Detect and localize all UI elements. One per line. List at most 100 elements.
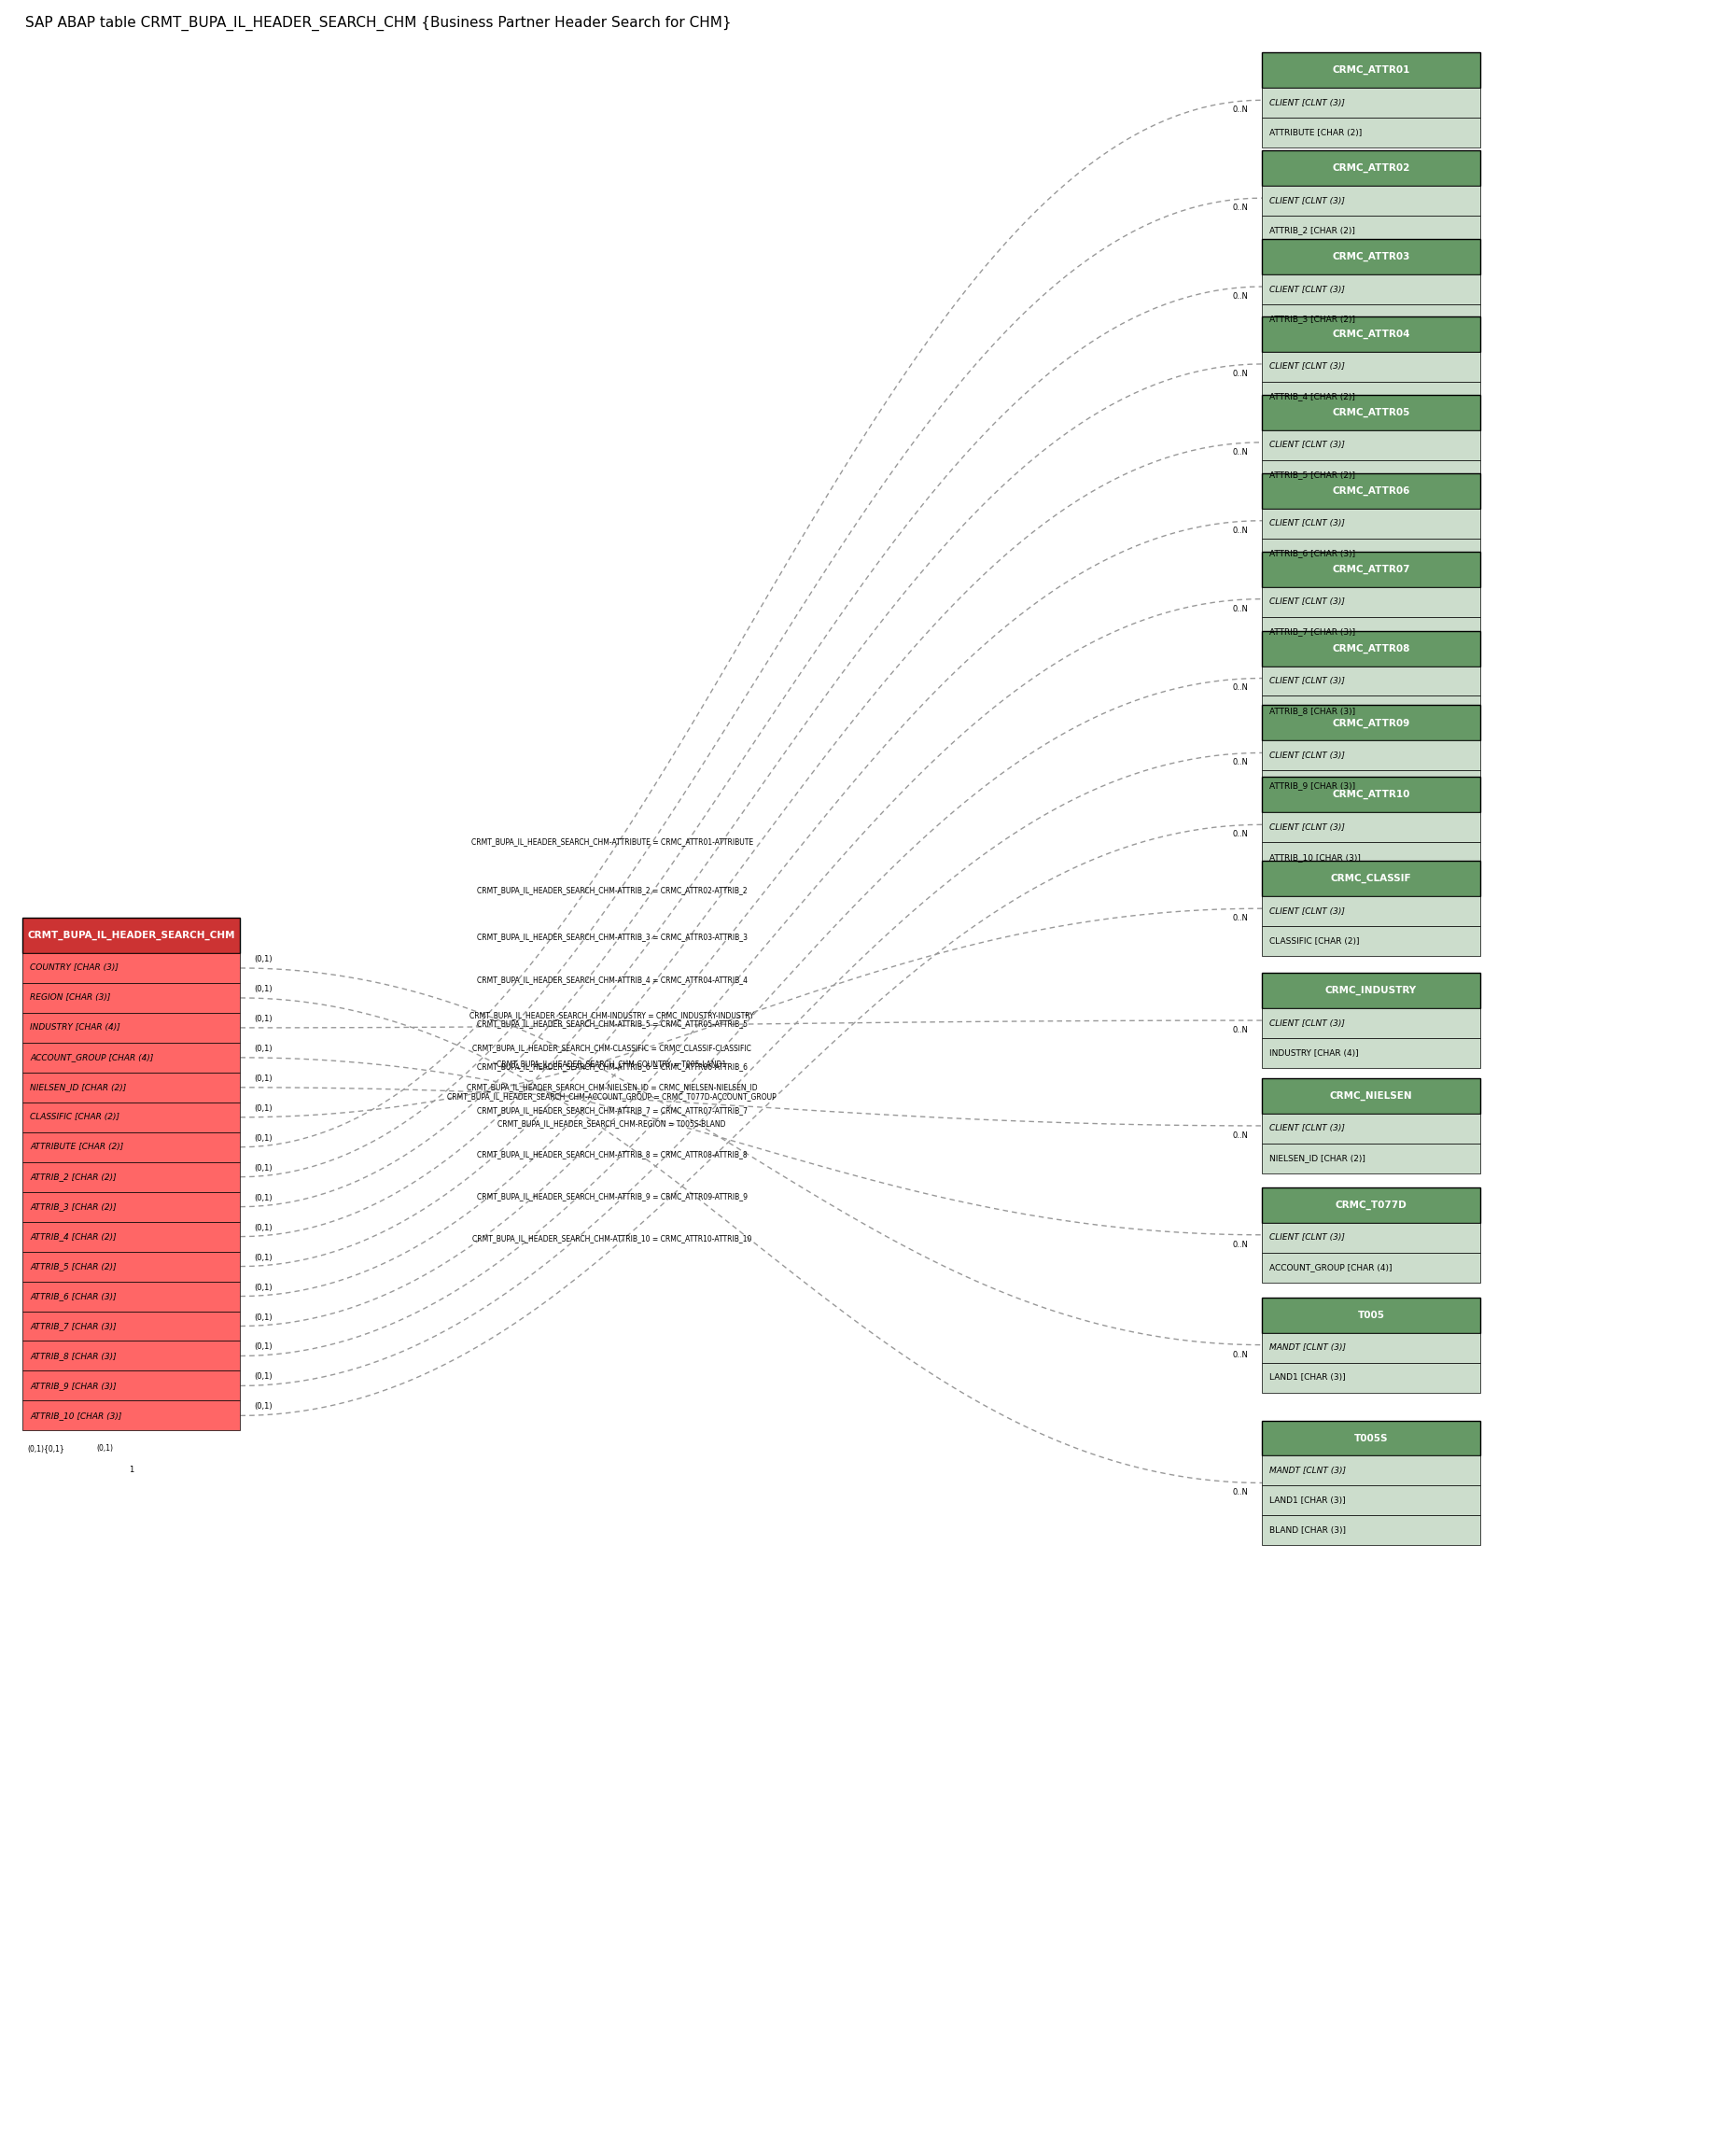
Text: CLIENT [CLNT (3)]: CLIENT [CLNT (3)]	[1269, 519, 1345, 527]
Text: 0..N: 0..N	[1233, 1027, 1248, 1035]
Text: CRMT_BUPA_IL_HEADER_SEARCH_CHM-ATTRIB_4 = CRMC_ATTR04-ATTRIB_4: CRMT_BUPA_IL_HEADER_SEARCH_CHM-ATTRIB_4 …	[477, 976, 746, 984]
Text: CRMC_ATTR01: CRMC_ATTR01	[1332, 66, 1410, 75]
Text: MANDT [CLNT (3)]: MANDT [CLNT (3)]	[1269, 1467, 1345, 1475]
Text: CRMC_ATTR10: CRMC_ATTR10	[1332, 790, 1410, 801]
FancyBboxPatch shape	[23, 1042, 240, 1072]
Text: 0..N: 0..N	[1233, 107, 1248, 113]
Text: (0,1): (0,1)	[253, 1313, 273, 1322]
FancyBboxPatch shape	[1262, 429, 1479, 459]
FancyBboxPatch shape	[1262, 508, 1479, 538]
FancyBboxPatch shape	[1262, 1332, 1479, 1362]
FancyBboxPatch shape	[1262, 1298, 1479, 1332]
FancyBboxPatch shape	[23, 1191, 240, 1221]
FancyBboxPatch shape	[1262, 1362, 1479, 1392]
Text: ATTRIB_5 [CHAR (2)]: ATTRIB_5 [CHAR (2)]	[1269, 470, 1356, 478]
FancyBboxPatch shape	[23, 1371, 240, 1401]
Text: CLIENT [CLNT (3)]: CLIENT [CLNT (3)]	[1269, 907, 1345, 916]
Text: CRMC_ATTR03: CRMC_ATTR03	[1332, 252, 1410, 263]
FancyBboxPatch shape	[1262, 1253, 1479, 1283]
FancyBboxPatch shape	[23, 952, 240, 982]
Text: (0,1){0,1}: (0,1){0,1}	[28, 1445, 64, 1454]
Text: ATTRIB_4 [CHAR (2)]: ATTRIB_4 [CHAR (2)]	[30, 1232, 116, 1240]
FancyBboxPatch shape	[23, 1341, 240, 1371]
Text: ATTRIB_5 [CHAR (2)]: ATTRIB_5 [CHAR (2)]	[30, 1262, 116, 1270]
Text: ATTRIB_8 [CHAR (3)]: ATTRIB_8 [CHAR (3)]	[1269, 707, 1356, 715]
Text: 1: 1	[128, 1467, 134, 1475]
Text: COUNTRY [CHAR (3)]: COUNTRY [CHAR (3)]	[30, 963, 118, 971]
Text: NIELSEN_ID [CHAR (2)]: NIELSEN_ID [CHAR (2)]	[30, 1082, 127, 1091]
FancyBboxPatch shape	[1262, 382, 1479, 412]
Text: LAND1 [CHAR (3)]: LAND1 [CHAR (3)]	[1269, 1373, 1345, 1381]
Text: (0,1): (0,1)	[253, 954, 273, 963]
FancyBboxPatch shape	[1262, 149, 1479, 186]
Text: T005: T005	[1358, 1311, 1385, 1319]
FancyBboxPatch shape	[23, 918, 240, 952]
FancyBboxPatch shape	[23, 1221, 240, 1251]
FancyBboxPatch shape	[23, 1311, 240, 1341]
Text: ATTRIB_2 [CHAR (2)]: ATTRIB_2 [CHAR (2)]	[30, 1172, 116, 1181]
Text: CRMT_BUPA_IL_HEADER_SEARCH_CHM: CRMT_BUPA_IL_HEADER_SEARCH_CHM	[28, 931, 236, 939]
FancyBboxPatch shape	[1262, 897, 1479, 927]
Text: (0,1): (0,1)	[253, 1343, 273, 1351]
Text: CRMT_BUPA_IL_HEADER_SEARCH_CHM-NIELSEN_ID = CRMC_NIELSEN-NIELSEN_ID: CRMT_BUPA_IL_HEADER_SEARCH_CHM-NIELSEN_I…	[467, 1082, 757, 1091]
Text: ATTRIB_9 [CHAR (3)]: ATTRIB_9 [CHAR (3)]	[30, 1381, 116, 1390]
Text: 0..N: 0..N	[1233, 203, 1248, 211]
FancyBboxPatch shape	[23, 1072, 240, 1102]
Text: CRMC_T077D: CRMC_T077D	[1335, 1200, 1406, 1211]
FancyBboxPatch shape	[1262, 538, 1479, 568]
Text: CRMT_BUPA_IL_HEADER_SEARCH_CHM-ATTRIB_10 = CRMC_ATTR10-ATTRIB_10: CRMT_BUPA_IL_HEADER_SEARCH_CHM-ATTRIB_10…	[472, 1234, 752, 1243]
Text: ATTRIB_7 [CHAR (3)]: ATTRIB_7 [CHAR (3)]	[1269, 628, 1356, 636]
FancyBboxPatch shape	[1262, 696, 1479, 726]
Text: REGION [CHAR (3)]: REGION [CHAR (3)]	[30, 993, 111, 1001]
Text: (0,1): (0,1)	[97, 1445, 113, 1454]
Text: CLIENT [CLNT (3)]: CLIENT [CLNT (3)]	[1269, 1125, 1345, 1134]
Text: T005S: T005S	[1354, 1433, 1389, 1443]
Text: ATTRIB_4 [CHAR (2)]: ATTRIB_4 [CHAR (2)]	[1269, 393, 1356, 401]
Text: MANDT [CLNT (3)]: MANDT [CLNT (3)]	[1269, 1343, 1345, 1351]
Text: (0,1): (0,1)	[253, 1014, 273, 1023]
Text: 0..N: 0..N	[1233, 914, 1248, 922]
Text: (0,1): (0,1)	[253, 1403, 273, 1411]
FancyBboxPatch shape	[1262, 630, 1479, 666]
FancyBboxPatch shape	[1262, 395, 1479, 429]
Text: CRMT_BUPA_IL_HEADER_SEARCH_CHM-ATTRIB_6 = CRMC_ATTR06-ATTRIB_6: CRMT_BUPA_IL_HEADER_SEARCH_CHM-ATTRIB_6 …	[477, 1063, 746, 1072]
Text: ATTRIB_10 [CHAR (3)]: ATTRIB_10 [CHAR (3)]	[1269, 854, 1361, 860]
FancyBboxPatch shape	[1262, 1486, 1479, 1516]
Text: CRMC_ATTR08: CRMC_ATTR08	[1332, 643, 1410, 653]
Text: 0..N: 0..N	[1233, 604, 1248, 613]
Text: ATTRIB_6 [CHAR (3)]: ATTRIB_6 [CHAR (3)]	[1269, 549, 1356, 557]
Text: ATTRIB_9 [CHAR (3)]: ATTRIB_9 [CHAR (3)]	[1269, 781, 1356, 790]
Text: 0..N: 0..N	[1233, 369, 1248, 378]
FancyBboxPatch shape	[1262, 1420, 1479, 1456]
FancyBboxPatch shape	[23, 1132, 240, 1161]
Text: CRMT_BUPA_IL_HEADER_SEARCH_CHM-COUNTRY = T005-LAND1: CRMT_BUPA_IL_HEADER_SEARCH_CHM-COUNTRY =…	[496, 1059, 727, 1068]
Text: ACCOUNT_GROUP [CHAR (4)]: ACCOUNT_GROUP [CHAR (4)]	[1269, 1264, 1392, 1272]
Text: CRMT_BUPA_IL_HEADER_SEARCH_CHM-ATTRIBUTE = CRMC_ATTR01-ATTRIBUTE: CRMT_BUPA_IL_HEADER_SEARCH_CHM-ATTRIBUTE…	[470, 837, 753, 845]
FancyBboxPatch shape	[1262, 617, 1479, 647]
Text: CLIENT [CLNT (3)]: CLIENT [CLNT (3)]	[1269, 1018, 1345, 1027]
Text: (0,1): (0,1)	[253, 984, 273, 993]
FancyBboxPatch shape	[1262, 474, 1479, 508]
Text: ATTRIB_3 [CHAR (2)]: ATTRIB_3 [CHAR (2)]	[1269, 316, 1356, 322]
FancyBboxPatch shape	[23, 1281, 240, 1311]
FancyBboxPatch shape	[1262, 1144, 1479, 1174]
Text: CRMC_ATTR05: CRMC_ATTR05	[1332, 408, 1410, 416]
FancyBboxPatch shape	[23, 1401, 240, 1430]
Text: CRMC_INDUSTRY: CRMC_INDUSTRY	[1325, 986, 1417, 995]
FancyBboxPatch shape	[1262, 771, 1479, 801]
Text: ATTRIB_3 [CHAR (2)]: ATTRIB_3 [CHAR (2)]	[30, 1202, 116, 1211]
Text: ATTRIBUTE [CHAR (2)]: ATTRIBUTE [CHAR (2)]	[1269, 128, 1363, 137]
FancyBboxPatch shape	[23, 1161, 240, 1191]
FancyBboxPatch shape	[1262, 305, 1479, 335]
FancyBboxPatch shape	[23, 982, 240, 1012]
Text: CRMT_BUPA_IL_HEADER_SEARCH_CHM-ATTRIB_2 = CRMC_ATTR02-ATTRIB_2: CRMT_BUPA_IL_HEADER_SEARCH_CHM-ATTRIB_2 …	[477, 886, 746, 895]
Text: CRMT_BUPA_IL_HEADER_SEARCH_CHM-ATTRIB_9 = CRMC_ATTR09-ATTRIB_9: CRMT_BUPA_IL_HEADER_SEARCH_CHM-ATTRIB_9 …	[477, 1193, 746, 1200]
FancyBboxPatch shape	[1262, 216, 1479, 246]
Text: INDUSTRY [CHAR (4)]: INDUSTRY [CHAR (4)]	[30, 1023, 120, 1031]
Text: ATTRIB_8 [CHAR (3)]: ATTRIB_8 [CHAR (3)]	[30, 1351, 116, 1360]
Text: (0,1): (0,1)	[253, 1253, 273, 1262]
FancyBboxPatch shape	[1262, 459, 1479, 489]
Text: CRMT_BUPA_IL_HEADER_SEARCH_CHM-ATTRIB_3 = CRMC_ATTR03-ATTRIB_3: CRMT_BUPA_IL_HEADER_SEARCH_CHM-ATTRIB_3 …	[477, 933, 746, 942]
Text: CLIENT [CLNT (3)]: CLIENT [CLNT (3)]	[1269, 1234, 1345, 1243]
Text: CRMC_CLASSIF: CRMC_CLASSIF	[1330, 873, 1411, 884]
